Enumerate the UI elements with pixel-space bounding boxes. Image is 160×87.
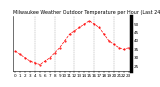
Text: Milwaukee Weather Outdoor Temperature per Hour (Last 24 Hours): Milwaukee Weather Outdoor Temperature pe… [13,10,160,15]
